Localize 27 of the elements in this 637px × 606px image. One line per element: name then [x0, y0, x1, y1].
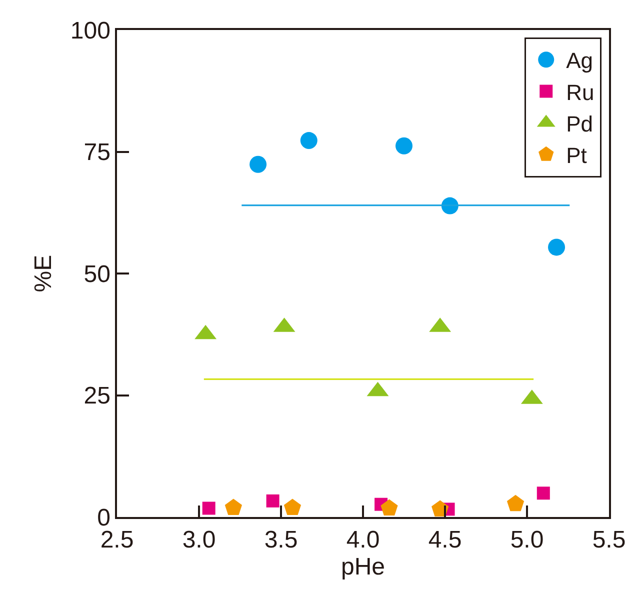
point [396, 137, 412, 154]
y-axis-title: %E [30, 254, 58, 292]
point [202, 502, 216, 515]
y-tick-label: 100 [70, 17, 110, 44]
point [224, 498, 242, 516]
x-tick-label: 3.0 [182, 526, 216, 554]
point [250, 156, 267, 173]
x-tick-label: 4.5 [428, 526, 462, 554]
point [536, 486, 550, 500]
point [300, 132, 318, 150]
legend-label: Pd [566, 111, 594, 136]
x-axis-title: pHe [340, 554, 386, 581]
legend-label: Ag [566, 48, 594, 74]
legend-label: Pt [566, 142, 587, 168]
legend-label: Ru [566, 80, 594, 105]
y-tick-label: 75 [84, 139, 110, 166]
x-tick-label: 5.0 [510, 526, 544, 554]
point [506, 494, 524, 512]
point [380, 499, 398, 516]
y-tick-label: 50 [84, 260, 110, 288]
x-tick-label: 3.5 [264, 526, 298, 554]
x-tick-label: 5.5 [592, 526, 626, 554]
x-tick-label: 4.0 [346, 526, 380, 554]
point [548, 238, 566, 256]
y-tick-label: 25 [84, 382, 110, 410]
point [266, 494, 280, 508]
point [284, 498, 302, 516]
